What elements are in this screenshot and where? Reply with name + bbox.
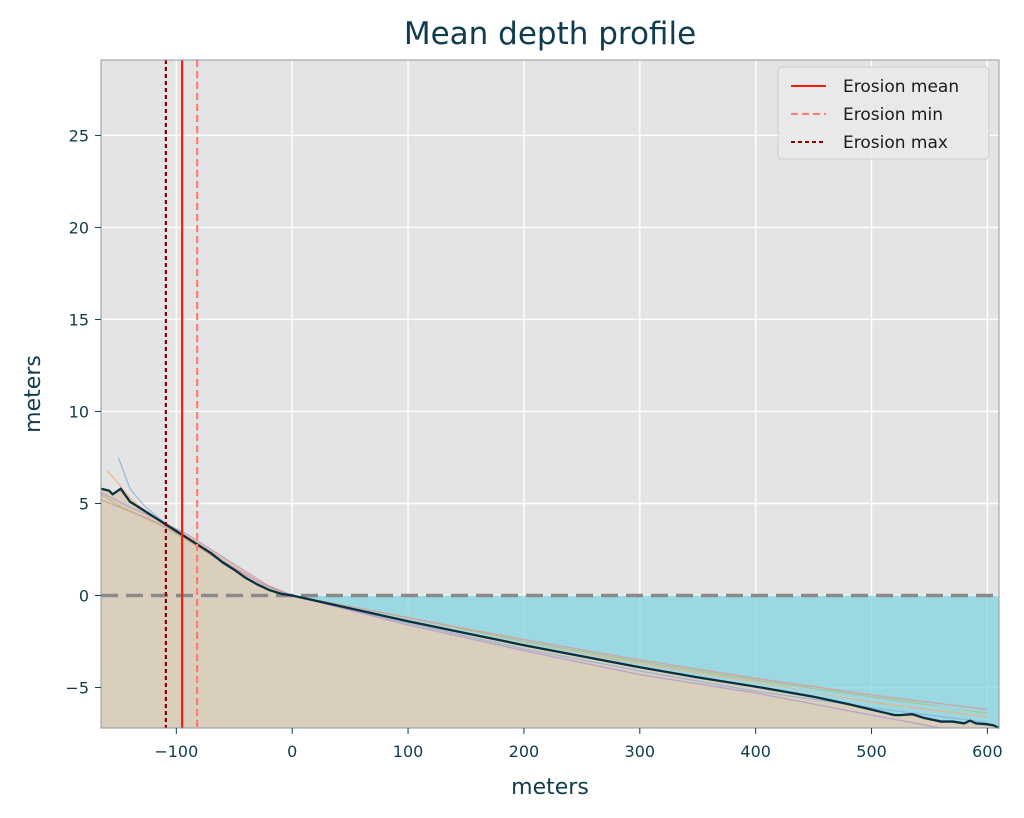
plot-frame (100, 59, 1000, 729)
legend: Erosion mean Erosion min Erosion max (777, 66, 990, 160)
chart-title: Mean depth profile (404, 16, 696, 52)
transect-line (100, 499, 988, 711)
legend-label-erosion-mean: Erosion mean (843, 77, 959, 97)
legend-label-erosion-max: Erosion max (843, 133, 948, 153)
y-tick-label: 0 (79, 587, 89, 606)
x-axis-label: meters (511, 775, 589, 800)
x-tick-label: 200 (509, 742, 540, 761)
transect-lines (100, 457, 1000, 729)
erosion-lines (164, 60, 199, 728)
x-tick-label: −100 (154, 742, 198, 761)
y-tick-label: −5 (65, 679, 89, 698)
plot-area (100, 59, 1000, 730)
sand-fill (101, 488, 999, 728)
transect-line (292, 594, 1000, 714)
mean-profile-line (100, 487, 1000, 730)
y-tick-label: 25 (69, 126, 89, 145)
x-tick-label: 400 (740, 742, 771, 761)
x-tick-label: 0 (287, 742, 297, 761)
legend-label-erosion-min: Erosion min (843, 105, 943, 125)
mean-profile-group (100, 487, 1000, 730)
y-axis-label: meters (21, 355, 46, 433)
y-tick-label: 5 (79, 494, 89, 513)
y-tick-label: 10 (69, 402, 89, 421)
y-tick-label: 15 (69, 310, 89, 329)
x-tick-label: 500 (856, 742, 887, 761)
legend-box (777, 66, 990, 160)
transect-line (106, 469, 988, 718)
x-tick-label: 100 (393, 742, 424, 761)
x-tick-label: 300 (625, 742, 656, 761)
y-tick-label: 20 (69, 218, 89, 237)
x-tick-label: 600 (972, 742, 1003, 761)
axis-ticks: −100 0 100 200 300 400 500 600 −5 0 5 10 15 20 25 (65, 126, 1002, 761)
